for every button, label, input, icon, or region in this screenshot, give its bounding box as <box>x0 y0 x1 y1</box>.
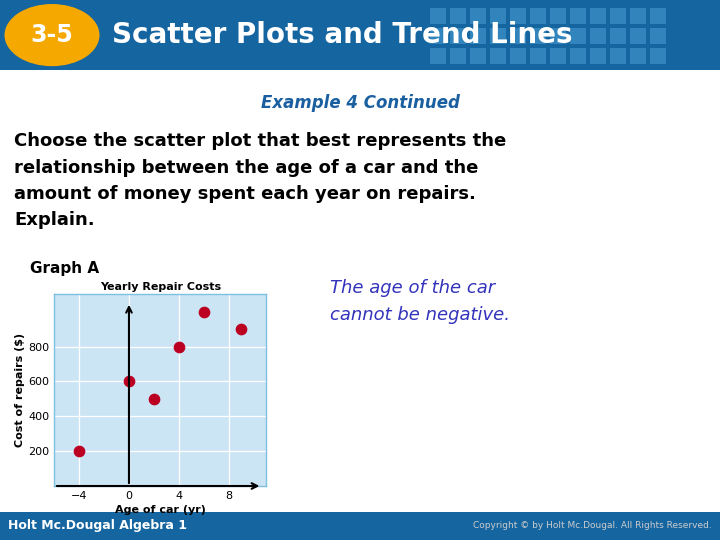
Point <box>198 307 210 316</box>
Bar <box>570 8 586 24</box>
Text: 3-5: 3-5 <box>31 23 73 47</box>
Bar <box>570 28 586 44</box>
Y-axis label: Cost of repairs ($): Cost of repairs ($) <box>15 333 25 447</box>
Point <box>123 377 135 386</box>
Bar <box>550 48 566 64</box>
Ellipse shape <box>4 4 99 66</box>
Bar <box>490 48 506 64</box>
Bar <box>430 8 446 24</box>
Bar <box>430 28 446 44</box>
Text: relationship between the age of a car and the: relationship between the age of a car an… <box>14 159 478 177</box>
Bar <box>610 48 626 64</box>
Bar <box>570 48 586 64</box>
Bar <box>550 8 566 24</box>
Bar <box>590 8 606 24</box>
Bar <box>510 8 526 24</box>
Point <box>73 447 85 455</box>
Bar <box>470 48 486 64</box>
Bar <box>450 28 466 44</box>
Bar <box>590 28 606 44</box>
Point <box>174 342 185 351</box>
Text: Example 4 Continued: Example 4 Continued <box>261 94 459 112</box>
Bar <box>630 48 646 64</box>
Bar <box>510 28 526 44</box>
Text: Choose the scatter plot that best represents the: Choose the scatter plot that best repres… <box>14 132 506 150</box>
Bar <box>530 8 546 24</box>
Text: Explain.: Explain. <box>14 211 94 229</box>
Bar <box>650 48 666 64</box>
Bar <box>450 8 466 24</box>
Point <box>235 325 247 334</box>
X-axis label: Age of car (yr): Age of car (yr) <box>114 505 206 515</box>
Bar <box>650 28 666 44</box>
Title: Yearly Repair Costs: Yearly Repair Costs <box>99 282 221 292</box>
Bar <box>550 28 566 44</box>
Bar <box>630 8 646 24</box>
Bar <box>470 8 486 24</box>
Bar <box>590 48 606 64</box>
Bar <box>430 48 446 64</box>
Text: amount of money spent each year on repairs.: amount of money spent each year on repai… <box>14 185 476 203</box>
Bar <box>630 28 646 44</box>
Bar <box>530 48 546 64</box>
Bar <box>490 8 506 24</box>
Point <box>148 395 160 403</box>
Text: Holt Mc.Dougal Algebra 1: Holt Mc.Dougal Algebra 1 <box>8 519 187 532</box>
Bar <box>530 28 546 44</box>
Bar <box>470 28 486 44</box>
Bar <box>490 28 506 44</box>
Bar <box>510 48 526 64</box>
Text: The age of the car
cannot be negative.: The age of the car cannot be negative. <box>330 279 510 323</box>
Bar <box>650 8 666 24</box>
Text: Graph A: Graph A <box>30 261 99 276</box>
Text: Scatter Plots and Trend Lines: Scatter Plots and Trend Lines <box>112 21 572 49</box>
Bar <box>610 28 626 44</box>
Bar <box>610 8 626 24</box>
Bar <box>450 48 466 64</box>
Text: Copyright © by Holt Mc.Dougal. All Rights Reserved.: Copyright © by Holt Mc.Dougal. All Right… <box>473 522 712 530</box>
